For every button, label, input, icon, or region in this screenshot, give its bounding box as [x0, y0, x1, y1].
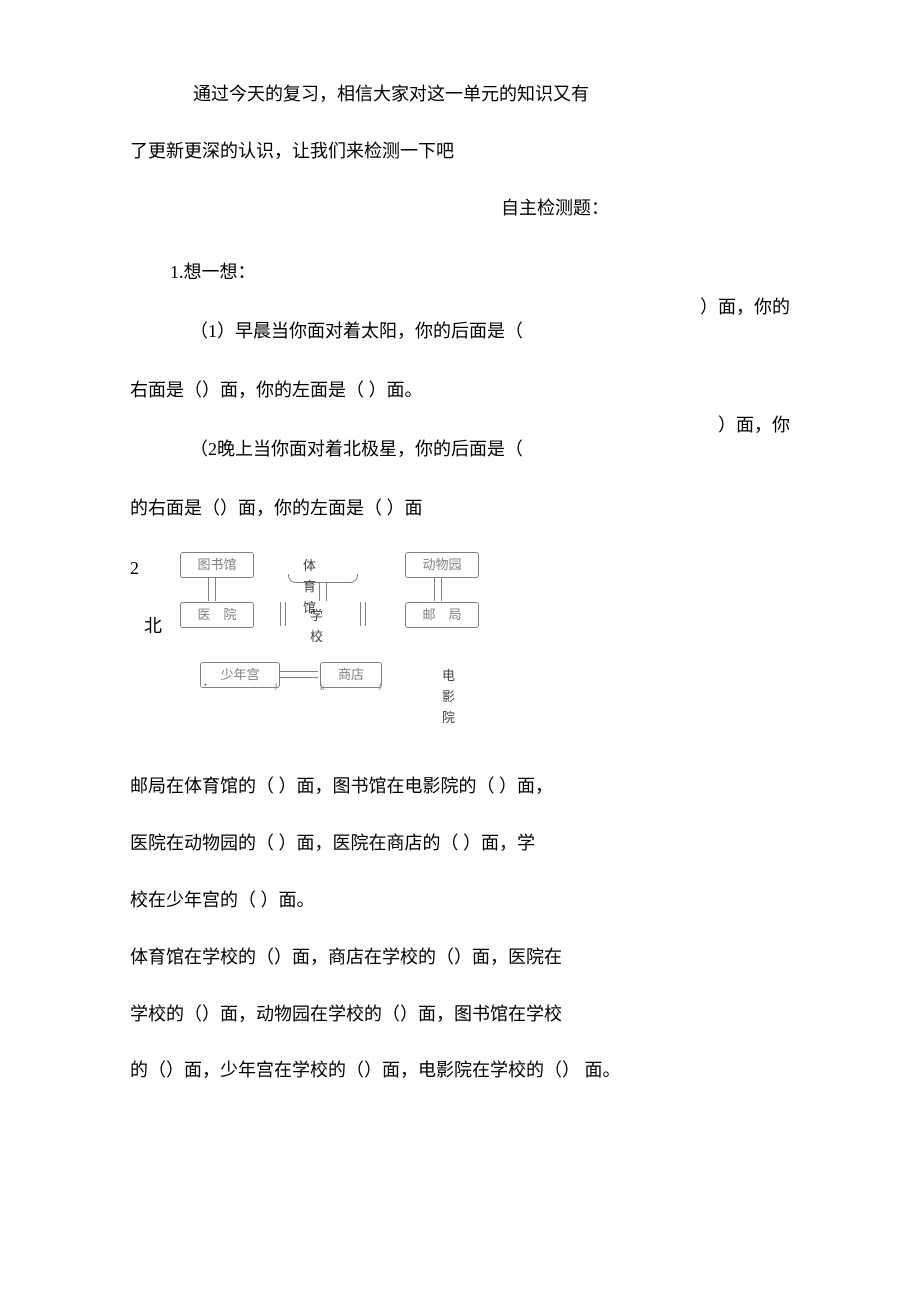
- box-zoo: 动物园: [405, 552, 479, 578]
- questions-block: 邮局在体育馆的（ ）面，图书馆在电影院的（ ）面， 医院在动物园的（ ）面，医院…: [130, 772, 800, 1085]
- conn-palace-store: [280, 671, 318, 678]
- question-line-1: 邮局在体育馆的（ ）面，图书馆在电影院的（ ）面，: [130, 772, 800, 801]
- question-line-3: 校在少年宫的（ ）面。: [130, 886, 800, 915]
- question-line-5: 学校的（）面，动物园在学校的（）面，图书馆在学校: [130, 1000, 800, 1029]
- question-line-2: 医院在动物园的（ ）面，医院在商店的（ ）面，学: [130, 829, 800, 858]
- label-cinema: 电影院: [442, 666, 455, 728]
- conn-gym-school: [319, 582, 327, 601]
- marker-j1: J: [274, 680, 278, 694]
- intro-line-1: 通过今天的复习，相信大家对这一单元的知识又有: [130, 80, 800, 109]
- marker-dot: •: [204, 678, 207, 692]
- label-school: 学校: [310, 606, 323, 648]
- marker-j2: J: [378, 680, 382, 694]
- q1-sub1-cont: 右面是（）面，你的左面是（ ）面。: [130, 376, 800, 405]
- q2-number: 2: [130, 554, 139, 583]
- q1-sub2-main: （2晚上当你面对着北极星，你的后面是（: [190, 435, 800, 464]
- box-hospital: 医 院: [180, 602, 254, 628]
- q1-sub2: ）面，你 （2晚上当你面对着北极星，你的后面是（: [130, 435, 800, 464]
- conn-zoo-post: [434, 578, 442, 601]
- box-post: 邮 局: [405, 602, 479, 628]
- q1-sub2-float: ）面，你: [718, 411, 790, 440]
- q1-header: 1.想一想：: [170, 258, 800, 287]
- box-library: 图书馆: [180, 552, 254, 578]
- q1-sub2-cont: 的右面是（）面，你的左面是（ ）面: [130, 494, 800, 523]
- question-line-4: 体育馆在学校的（）面，商店在学校的（）面，医院在: [130, 943, 800, 972]
- box-palace: 少年宫: [200, 662, 280, 688]
- box-store: 商店: [320, 662, 382, 688]
- north-label: 北: [144, 612, 162, 641]
- marker-k: k: [320, 680, 325, 694]
- subtitle: 自主检测题：: [310, 194, 800, 223]
- question-line-6: 的（）面，少年宫在学校的（）面，电影院在学校的（） 面。: [130, 1056, 800, 1085]
- q1-sub1-float: ）面，你的: [700, 293, 790, 322]
- q1-sub1: ）面，你的 （1）早晨当你面对着太阳，你的后面是（: [130, 317, 800, 346]
- conn-lib-hosp: [208, 578, 216, 601]
- conn-school-post-r: [360, 602, 366, 626]
- intro-line-2: 了更新更深的认识，让我们来检测一下吧: [130, 137, 800, 166]
- conn-hosp-school-l: [280, 602, 286, 626]
